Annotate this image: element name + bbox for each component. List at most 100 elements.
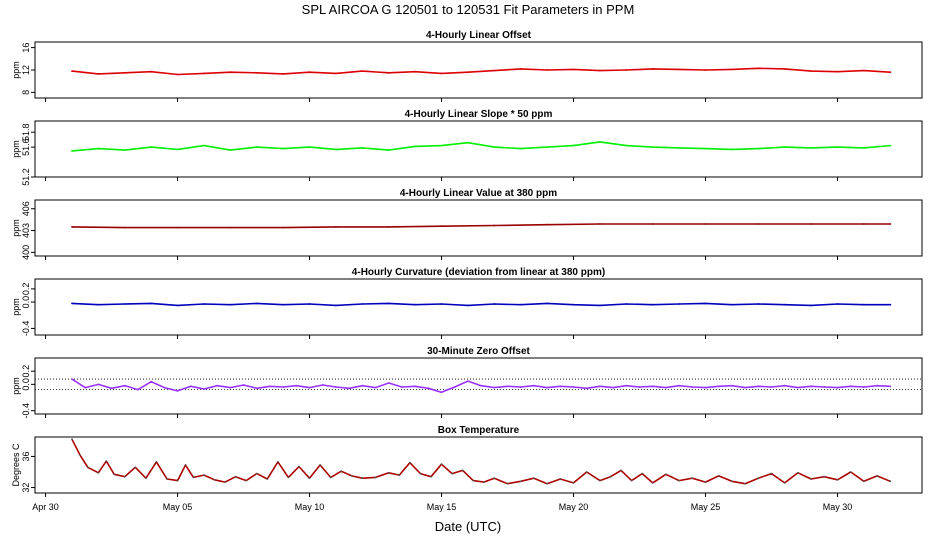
data-point: [599, 141, 601, 143]
data-point: [651, 223, 654, 225]
data-point: [203, 388, 205, 390]
data-point: [599, 385, 601, 388]
data-point: [97, 147, 100, 150]
data-point: [546, 482, 548, 485]
series-line: [71, 302, 891, 307]
data-point: [863, 480, 865, 483]
data-point: [612, 386, 614, 389]
data-point: [863, 147, 865, 149]
y-tick-label: 0.0: [21, 296, 31, 309]
data-point: [282, 226, 284, 229]
data-point: [123, 149, 126, 152]
series-line: [71, 67, 891, 76]
data-point: [123, 226, 126, 229]
plot-frame: [34, 120, 923, 178]
data-point: [810, 147, 812, 149]
data-point: [493, 386, 496, 389]
data-point: [255, 302, 258, 305]
data-point: [123, 303, 126, 305]
data-point: [335, 386, 337, 388]
data-point: [704, 147, 707, 150]
data-point: [350, 475, 353, 477]
data-point: [493, 146, 496, 149]
data-point: [863, 386, 865, 388]
data-point: [559, 478, 562, 480]
y-tick-label: 400: [21, 245, 31, 260]
data-point: [71, 378, 73, 380]
data-point: [836, 303, 839, 305]
data-point: [414, 145, 416, 148]
data-point: [519, 68, 522, 70]
data-point: [329, 476, 332, 479]
main-title: SPL AIRCOA G 120501 to 120531 Fit Parame…: [302, 2, 635, 17]
panel-2: 4-Hourly Linear Slope * 50 ppm 51.2 51.651…: [11, 109, 923, 186]
data-point: [482, 481, 485, 483]
y-tick-label: 12: [21, 65, 31, 75]
data-point: [229, 149, 232, 152]
data-point: [224, 481, 227, 483]
data-point: [620, 469, 622, 472]
data-point: [467, 141, 469, 144]
data-point: [889, 71, 892, 74]
panel-4: 4-Hourly Curvature (deviation from linea…: [11, 267, 923, 339]
series-line: [71, 223, 891, 229]
data-point: [361, 384, 364, 387]
data-point: [849, 385, 852, 388]
data-point: [585, 471, 588, 473]
panel-title: 4-Hourly Linear Offset: [426, 30, 532, 41]
data-point: [651, 385, 654, 388]
series-line: [71, 141, 891, 152]
data-point: [79, 454, 81, 456]
data-point: [599, 304, 601, 307]
data-point: [213, 478, 216, 481]
data-point: [150, 70, 153, 73]
data-point: [361, 477, 364, 480]
x-tick-label: May 30: [823, 502, 853, 512]
data-point: [440, 144, 443, 147]
data-point: [71, 438, 73, 441]
data-point: [414, 303, 416, 306]
y-tick-label: 403: [21, 223, 31, 238]
data-point: [419, 472, 422, 475]
data-point: [704, 223, 707, 225]
data-point: [229, 303, 232, 306]
data-point: [493, 69, 496, 72]
data-point: [203, 72, 205, 75]
data-point: [599, 69, 601, 72]
data-point: [770, 472, 773, 475]
panel-title: 4-Hourly Linear Slope * 50 ppm: [405, 109, 553, 120]
data-point: [519, 147, 522, 150]
data-point: [414, 385, 416, 388]
data-point: [192, 476, 195, 479]
panel-title: 4-Hourly Linear Value at 380 ppm: [400, 188, 557, 199]
data-point: [176, 148, 179, 151]
data-point: [295, 384, 298, 387]
data-point: [519, 480, 522, 483]
data-point: [71, 226, 73, 228]
data-point: [519, 303, 522, 306]
data-point: [335, 226, 337, 228]
panel-title: 30-Minute Zero Offset: [427, 346, 530, 357]
data-point: [335, 304, 337, 307]
data-point: [625, 144, 628, 147]
data-point: [889, 223, 892, 225]
data-point: [255, 387, 258, 390]
data-point: [387, 226, 390, 228]
y-tick-label: 51.6: [21, 138, 31, 156]
data-point: [506, 385, 509, 388]
data-point: [430, 475, 432, 478]
data-point: [559, 385, 562, 388]
data-point: [572, 303, 575, 306]
data-point: [440, 225, 443, 228]
data-point: [176, 73, 179, 76]
y-tick-label: 0.0: [21, 378, 31, 391]
data-point: [546, 302, 548, 305]
data-point: [176, 479, 179, 482]
data-point: [71, 150, 73, 152]
data-point: [255, 146, 258, 149]
data-point: [876, 384, 878, 387]
data-point: [319, 464, 321, 466]
data-point: [163, 386, 166, 389]
x-tick-label: May 10: [295, 502, 325, 512]
